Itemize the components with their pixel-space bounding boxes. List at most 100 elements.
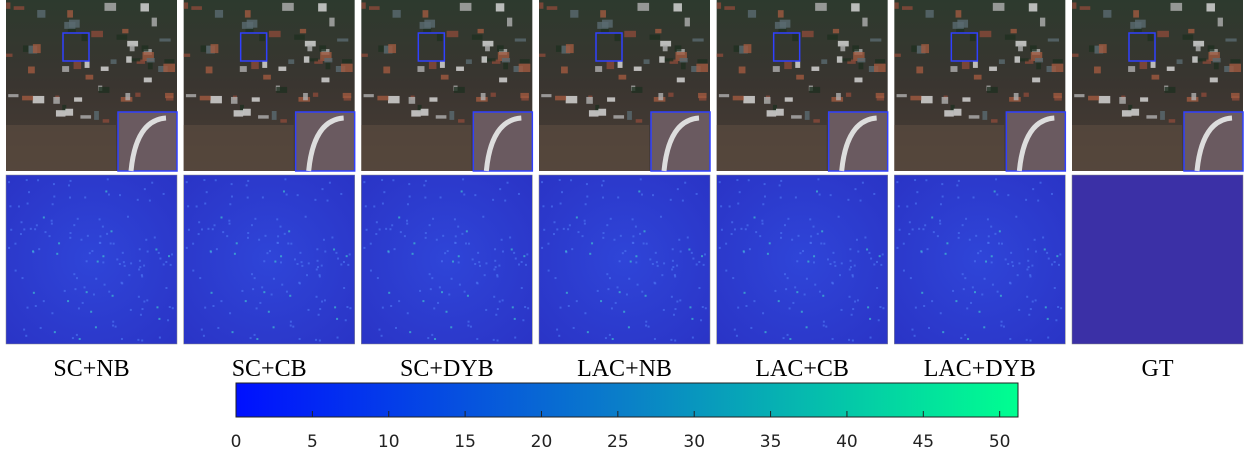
- error-speck: [422, 300, 424, 302]
- photo-detail: [724, 6, 735, 10]
- photo-detail: [875, 59, 885, 63]
- photo-detail: [258, 115, 269, 118]
- error-speck: [692, 258, 694, 260]
- error-speck: [992, 284, 994, 286]
- error-speck: [251, 224, 253, 226]
- photo-detail: [894, 2, 898, 8]
- error-speck: [809, 218, 811, 220]
- error-speck: [691, 252, 693, 254]
- error-speck: [187, 205, 189, 207]
- photo-detail: [22, 96, 33, 101]
- error-speck: [589, 253, 591, 255]
- error-speck: [448, 293, 450, 295]
- error-speck: [679, 299, 681, 301]
- error-speck: [102, 255, 104, 257]
- photo-detail: [1005, 35, 1016, 40]
- error-speck: [672, 260, 674, 262]
- error-speck: [987, 218, 989, 220]
- error-speck: [231, 196, 233, 198]
- photo-detail: [734, 45, 739, 51]
- error-speck: [437, 302, 439, 304]
- error-map: [361, 175, 532, 344]
- error-speck: [232, 331, 234, 333]
- error-speck: [252, 288, 254, 290]
- error-map: [717, 175, 888, 344]
- error-speck: [363, 181, 365, 183]
- photo-detail: [502, 58, 510, 62]
- colorbar-tick-label: 25: [607, 432, 629, 452]
- error-speck: [108, 194, 110, 196]
- error-speck: [834, 261, 836, 263]
- error-speck: [314, 199, 316, 201]
- error-speck: [204, 307, 206, 309]
- error-speck: [324, 299, 326, 301]
- error-speck: [80, 239, 82, 241]
- photo-detail: [147, 58, 155, 62]
- error-speck: [687, 236, 689, 238]
- error-speck: [288, 230, 290, 232]
- error-speck: [463, 194, 465, 196]
- error-speck: [762, 223, 764, 225]
- photo-detail: [1140, 97, 1148, 101]
- photo-detail: [1011, 29, 1017, 33]
- photo-detail: [987, 87, 998, 93]
- photo-detail: [944, 110, 954, 116]
- error-speck: [541, 247, 543, 249]
- error-speck: [970, 302, 972, 304]
- error-speck: [576, 216, 578, 218]
- error-speck: [119, 194, 121, 196]
- error-speck: [849, 248, 851, 250]
- error-speck: [759, 235, 761, 237]
- error-speck: [601, 184, 603, 186]
- error-speck: [425, 180, 427, 182]
- error-speck: [990, 226, 992, 228]
- error-speck: [688, 248, 690, 250]
- error-speck: [122, 252, 124, 254]
- error-speck: [329, 182, 331, 184]
- error-speck: [753, 300, 755, 302]
- photo-detail: [1196, 45, 1201, 51]
- photo-detail: [191, 6, 202, 10]
- photo-detail: [970, 34, 976, 41]
- panel-label: LAC+CB: [755, 356, 849, 382]
- error-speck: [641, 194, 643, 196]
- error-speck: [825, 326, 827, 328]
- photo-detail: [833, 29, 839, 33]
- photo-detail: [423, 10, 429, 17]
- error-speck: [1059, 253, 1061, 255]
- error-speck: [849, 268, 851, 270]
- photo-detail: [142, 45, 149, 51]
- error-speck: [1001, 321, 1003, 323]
- photo-detail: [902, 6, 913, 10]
- error-speck: [1018, 309, 1020, 311]
- photo-detail: [739, 67, 746, 74]
- error-speck: [635, 226, 637, 228]
- error-speck: [214, 224, 216, 226]
- error-speck: [749, 248, 751, 250]
- error-speck: [70, 180, 72, 182]
- error-speck: [1055, 319, 1057, 321]
- error-speck: [1045, 306, 1047, 308]
- error-speck: [349, 307, 351, 309]
- error-speck: [921, 292, 923, 294]
- error-speck: [201, 329, 203, 331]
- error-speck: [830, 194, 832, 196]
- error-speck: [942, 331, 944, 333]
- error-speck: [434, 338, 436, 340]
- error-speck: [337, 258, 339, 260]
- error-speck: [186, 181, 188, 183]
- photo-detail: [813, 119, 820, 123]
- error-speck: [23, 329, 25, 331]
- error-speck: [787, 334, 789, 336]
- photo-detail: [982, 111, 987, 120]
- error-speck: [141, 339, 143, 341]
- photo-detail: [1201, 93, 1206, 97]
- error-speck: [801, 311, 803, 313]
- photo-detail: [664, 58, 673, 61]
- error-speck: [467, 325, 469, 327]
- error-speck: [289, 295, 291, 297]
- error-speck: [964, 277, 966, 279]
- photo-detail: [1197, 58, 1206, 61]
- error-speck: [814, 284, 816, 286]
- error-speck: [1044, 248, 1046, 250]
